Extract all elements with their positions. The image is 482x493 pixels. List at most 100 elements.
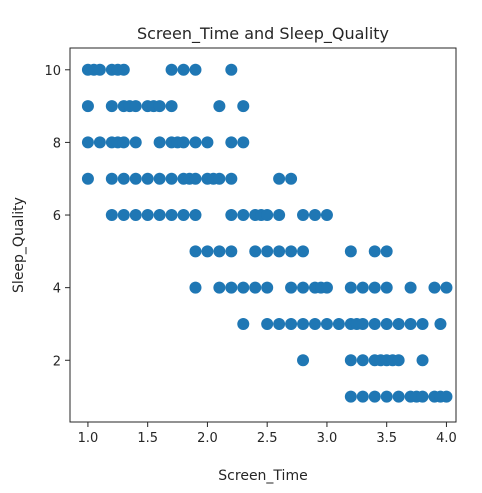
data-point (249, 281, 262, 294)
data-point (141, 209, 154, 222)
data-point (165, 63, 178, 76)
data-point (320, 317, 333, 330)
y-tick-label: 4 (53, 282, 61, 297)
data-point (81, 136, 94, 149)
data-point (237, 209, 250, 222)
data-point (356, 354, 369, 367)
data-point (380, 390, 393, 403)
data-point (332, 317, 345, 330)
data-points (81, 63, 453, 403)
x-tick-label: 3.0 (317, 431, 338, 446)
data-point (273, 245, 286, 258)
data-point (141, 172, 154, 185)
data-point (285, 245, 298, 258)
data-point (237, 281, 250, 294)
data-point (213, 172, 226, 185)
data-point (153, 136, 166, 149)
data-point (105, 100, 118, 113)
data-point (308, 317, 321, 330)
data-point (153, 172, 166, 185)
data-point (344, 281, 357, 294)
data-point (356, 281, 369, 294)
data-point (189, 281, 202, 294)
data-point (117, 136, 130, 149)
data-point (368, 390, 381, 403)
x-tick-label: 4.0 (436, 431, 457, 446)
data-point (285, 281, 298, 294)
data-point (380, 317, 393, 330)
plot-frame (69, 47, 457, 423)
data-point (177, 136, 190, 149)
data-point (225, 281, 238, 294)
x-tick-label: 2.5 (257, 431, 278, 446)
data-point (117, 63, 130, 76)
data-point (105, 209, 118, 222)
data-point (129, 100, 142, 113)
x-tick-label: 1.0 (78, 431, 99, 446)
data-point (201, 245, 214, 258)
data-point (225, 245, 238, 258)
data-point (237, 100, 250, 113)
data-point (416, 354, 429, 367)
data-point (105, 172, 118, 185)
x-axis-label: Screen_Time (218, 468, 307, 484)
data-point (380, 281, 393, 294)
data-point (117, 172, 130, 185)
data-point (129, 136, 142, 149)
data-point (165, 172, 178, 185)
data-point (297, 209, 310, 222)
data-point (237, 136, 250, 149)
data-point (344, 245, 357, 258)
data-point (117, 209, 130, 222)
data-point (368, 245, 381, 258)
data-point (428, 281, 441, 294)
data-point (404, 317, 417, 330)
data-point (344, 354, 357, 367)
data-point (368, 281, 381, 294)
data-point (153, 100, 166, 113)
data-point (297, 245, 310, 258)
data-point (261, 317, 274, 330)
data-point (93, 63, 106, 76)
data-point (189, 245, 202, 258)
data-point (344, 390, 357, 403)
x-tick-label: 2.0 (197, 431, 218, 446)
data-point (273, 317, 286, 330)
data-point (261, 281, 274, 294)
data-point (356, 390, 369, 403)
data-point (261, 209, 274, 222)
data-point (177, 209, 190, 222)
y-axis-label: Sleep_Quality (11, 197, 27, 293)
data-point (201, 136, 214, 149)
data-point (165, 100, 178, 113)
data-point (213, 281, 226, 294)
data-point (81, 172, 94, 185)
data-point (249, 245, 262, 258)
data-point (225, 172, 238, 185)
data-point (297, 317, 310, 330)
data-point (434, 317, 447, 330)
data-point (440, 390, 453, 403)
chart-title: Screen_Time and Sleep_Quality (137, 24, 389, 44)
data-point (380, 245, 393, 258)
data-point (225, 209, 238, 222)
data-point (285, 317, 298, 330)
data-point (177, 63, 190, 76)
data-point (320, 281, 333, 294)
x-tick-label: 3.5 (376, 431, 397, 446)
data-point (189, 136, 202, 149)
y-tick-label: 6 (53, 209, 61, 224)
data-point (225, 63, 238, 76)
data-point (273, 172, 286, 185)
data-point (237, 317, 250, 330)
data-point (93, 136, 106, 149)
y-tick-label: 2 (53, 354, 61, 369)
data-point (368, 317, 381, 330)
data-point (213, 245, 226, 258)
data-point (81, 100, 94, 113)
data-point (213, 100, 226, 113)
data-point (261, 245, 274, 258)
data-point (189, 63, 202, 76)
data-point (129, 209, 142, 222)
